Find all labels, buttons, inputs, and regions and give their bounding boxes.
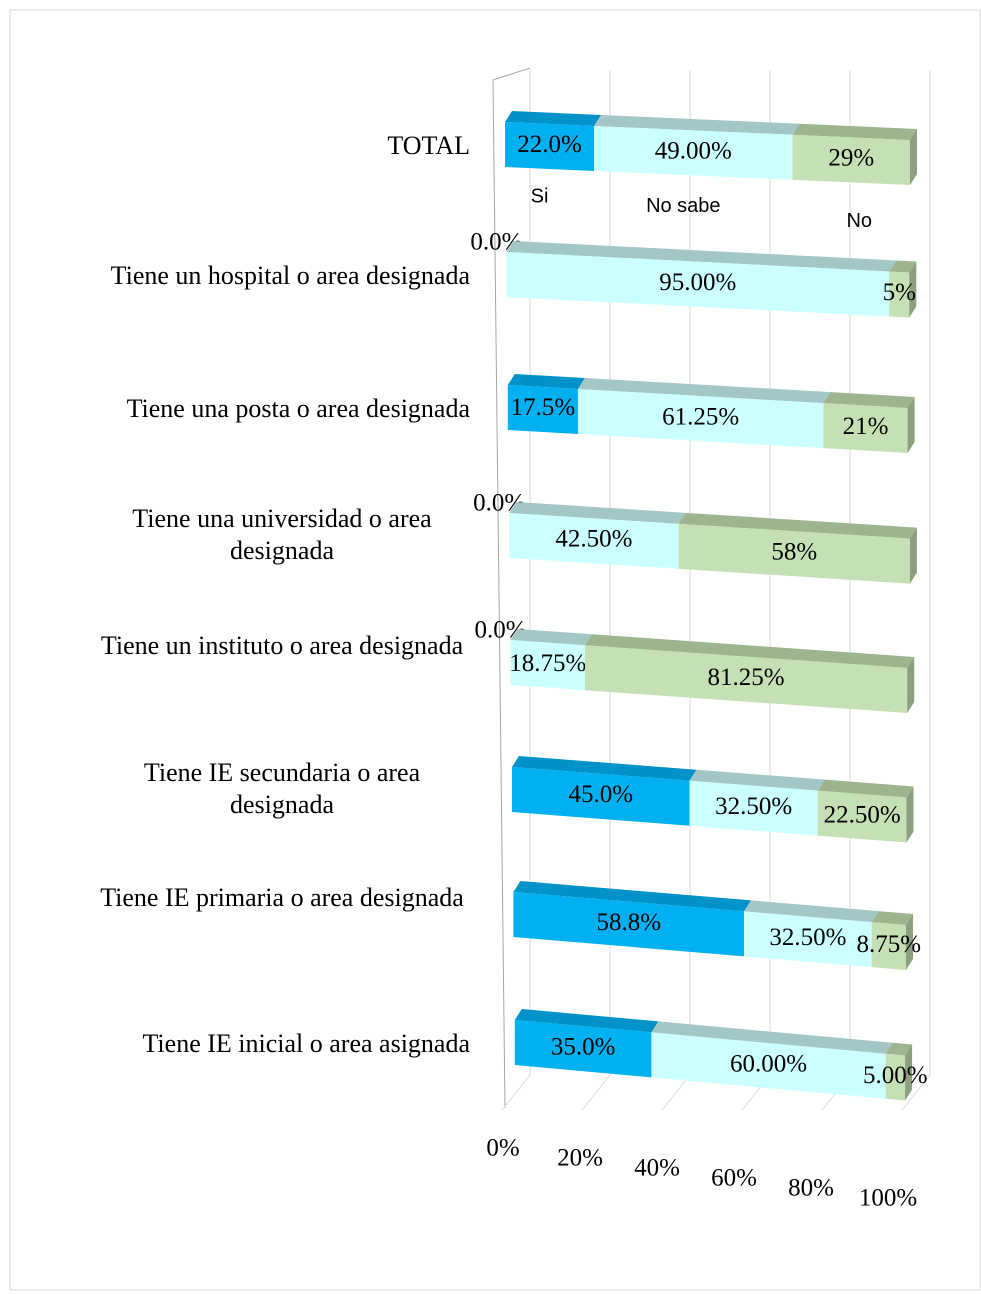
- bar: [651, 1032, 886, 1099]
- bar: [507, 385, 578, 435]
- bar-top: [505, 111, 602, 126]
- bar-top: [512, 756, 697, 781]
- value-label: 42.50%: [555, 526, 632, 553]
- value-label: 22.50%: [824, 801, 901, 828]
- bar-top: [678, 512, 917, 539]
- floor-grid-line: [901, 1074, 931, 1111]
- bar: [509, 513, 679, 569]
- x-tick-label: 100%: [859, 1185, 917, 1212]
- value-label: 18.75%: [509, 650, 586, 677]
- bar-top: [885, 1042, 913, 1056]
- value-label: 32.50%: [769, 924, 846, 951]
- value-label: 5%: [883, 279, 916, 306]
- bar: [584, 645, 908, 713]
- bar-top: [889, 260, 917, 273]
- bar: [885, 1053, 906, 1101]
- bar-top: [651, 1021, 893, 1054]
- legend-label: No: [846, 210, 872, 232]
- bar-top: [514, 1009, 659, 1033]
- bar-top: [817, 779, 914, 798]
- bar: [513, 892, 745, 957]
- value-label: 35.0%: [551, 1033, 616, 1060]
- bar-top: [744, 900, 879, 923]
- bar-top: [507, 374, 585, 390]
- bar: [823, 403, 908, 453]
- bar: [817, 790, 907, 843]
- category-label: Tiene IE primaria o area designada: [100, 883, 464, 912]
- value-label: 58.8%: [596, 909, 661, 936]
- x-tick-label: 80%: [788, 1175, 834, 1202]
- floor-grid-line: [501, 1074, 531, 1111]
- value-label: 29%: [828, 145, 874, 172]
- value-label: 8.75%: [857, 931, 922, 958]
- bar-side: [905, 1044, 913, 1101]
- bar-side: [909, 527, 917, 584]
- bar-side: [909, 261, 917, 318]
- value-label: 61.25%: [662, 403, 739, 430]
- floor-grid-line: [581, 1074, 611, 1111]
- value-label: 22.0%: [517, 131, 582, 158]
- bar-top: [584, 634, 915, 668]
- x-tick-label: 20%: [557, 1145, 603, 1172]
- value-label: 95.00%: [659, 269, 736, 296]
- value-label: 32.50%: [715, 793, 792, 820]
- value-label: 45.0%: [568, 781, 633, 808]
- bar: [594, 125, 793, 180]
- bar: [744, 911, 872, 968]
- bar-top: [506, 241, 897, 272]
- bar-top: [823, 392, 915, 408]
- category-label: Tiene una universidad o area designada: [132, 504, 432, 565]
- x-tick-label: 0%: [486, 1135, 519, 1162]
- bar: [506, 252, 890, 317]
- bar: [505, 122, 595, 171]
- bar-top: [594, 114, 800, 135]
- bar: [577, 389, 824, 449]
- bar-top: [513, 881, 752, 912]
- value-label: 49.00%: [655, 138, 732, 165]
- bar-side: [910, 129, 917, 185]
- category-label: TOTAL: [387, 131, 470, 160]
- bar: [678, 523, 910, 584]
- legend-label: Si: [531, 185, 549, 207]
- value-label: 58%: [771, 538, 817, 565]
- category-label: Tiene un hospital o area designada: [110, 261, 470, 290]
- bar: [792, 134, 910, 185]
- category-label: Tiene un instituto o area designada: [100, 631, 464, 660]
- bar-top: [871, 911, 913, 926]
- category-label: Tiene IE inicial o area asignada: [142, 1029, 470, 1058]
- value-label: 21%: [843, 413, 889, 440]
- legend-label: No sabe: [646, 195, 721, 217]
- value-label: 81.25%: [708, 664, 785, 691]
- bar-top: [689, 769, 825, 791]
- back-wall-edge: [492, 67, 531, 1109]
- chart-frame: [9, 9, 981, 1291]
- bar-side: [905, 914, 913, 971]
- bar: [871, 922, 906, 971]
- bar-side: [907, 396, 915, 453]
- bar-top: [577, 378, 831, 404]
- bar: [514, 1020, 652, 1078]
- bar-top: [509, 502, 686, 524]
- bar: [512, 767, 690, 826]
- bar-top: [792, 123, 917, 140]
- floor-grid-line: [661, 1074, 691, 1111]
- bar: [689, 780, 818, 836]
- bar-side: [906, 786, 914, 843]
- category-label: Tiene una posta o area designada: [126, 394, 470, 423]
- value-label: 5.00%: [863, 1062, 928, 1089]
- category-label: Tiene IE secundaria o area designada: [143, 758, 421, 819]
- bar-top: [510, 629, 592, 646]
- bar-side: [907, 657, 915, 713]
- x-tick-label: 40%: [634, 1155, 680, 1182]
- value-label: 60.00%: [730, 1050, 807, 1077]
- bar: [889, 271, 910, 318]
- value-label: 17.5%: [511, 394, 576, 421]
- x-tick-label: 60%: [711, 1165, 757, 1192]
- bar: [510, 640, 585, 691]
